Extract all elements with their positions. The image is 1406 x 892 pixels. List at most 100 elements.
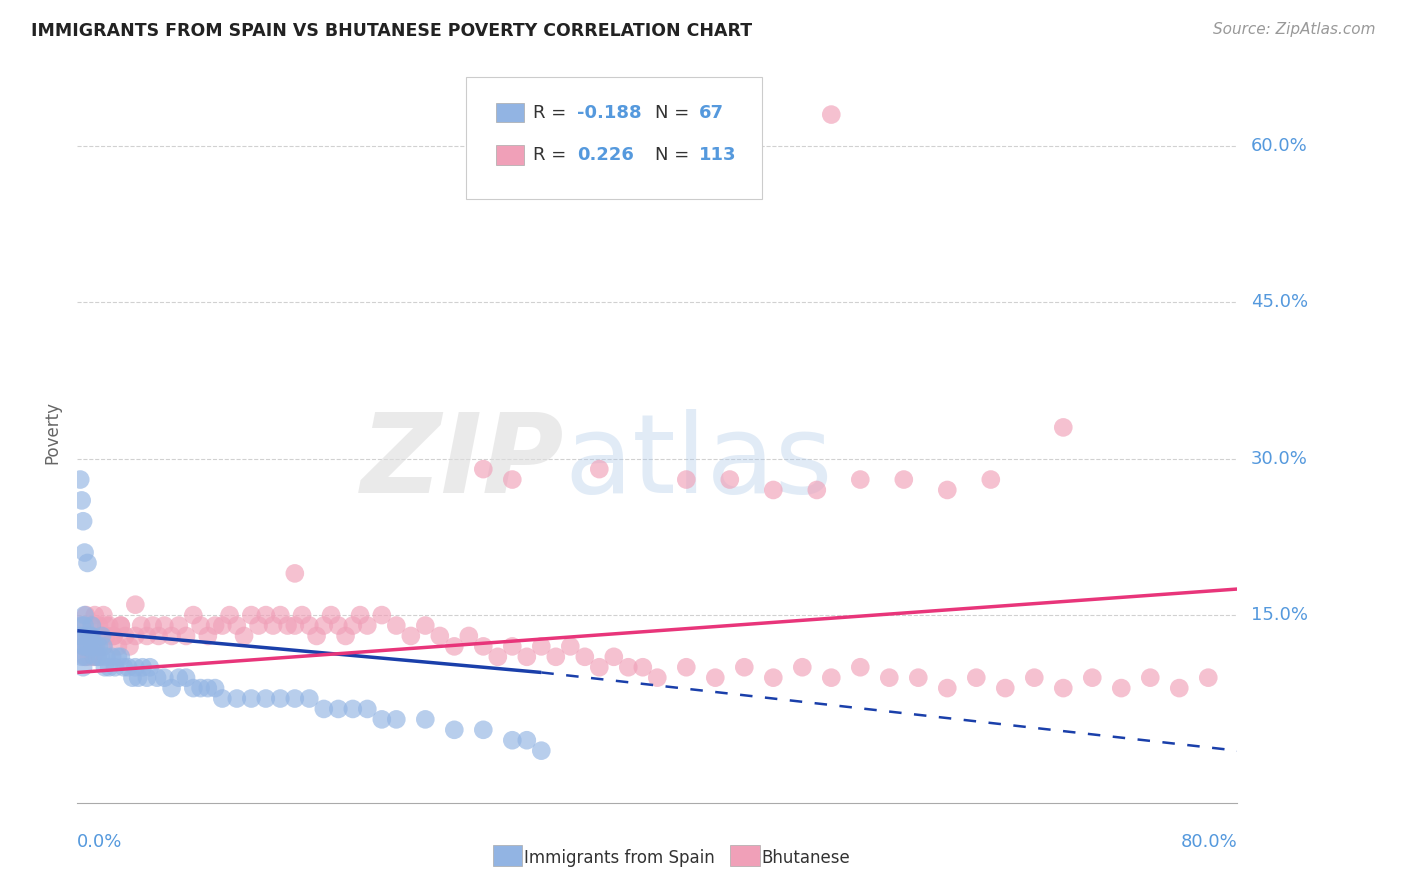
Text: N =: N = bbox=[655, 103, 695, 122]
Y-axis label: Poverty: Poverty bbox=[44, 401, 62, 464]
Point bbox=[328, 618, 350, 632]
Point bbox=[675, 473, 697, 487]
Point bbox=[110, 618, 132, 632]
Text: 0.0%: 0.0% bbox=[77, 833, 122, 851]
Text: IMMIGRANTS FROM SPAIN VS BHUTANESE POVERTY CORRELATION CHART: IMMIGRANTS FROM SPAIN VS BHUTANESE POVER… bbox=[31, 22, 752, 40]
Point bbox=[96, 649, 118, 664]
Point bbox=[73, 649, 96, 664]
Point bbox=[87, 640, 110, 654]
Point bbox=[73, 640, 96, 654]
Point bbox=[516, 733, 538, 747]
Point bbox=[167, 671, 190, 685]
Text: atlas: atlas bbox=[565, 409, 832, 516]
Point bbox=[312, 702, 335, 716]
Point bbox=[530, 744, 553, 758]
Point bbox=[849, 660, 872, 674]
Point bbox=[72, 514, 94, 528]
Point bbox=[86, 649, 108, 664]
Point bbox=[877, 671, 901, 685]
Point bbox=[197, 681, 219, 695]
Point bbox=[90, 629, 111, 643]
Point bbox=[1024, 671, 1046, 685]
Point bbox=[77, 629, 100, 643]
Text: Immigrants from Spain: Immigrants from Spain bbox=[524, 849, 714, 867]
Point bbox=[225, 691, 247, 706]
Point bbox=[136, 671, 159, 685]
Point bbox=[284, 691, 307, 706]
Point bbox=[127, 671, 149, 685]
Point bbox=[121, 671, 143, 685]
Point bbox=[501, 733, 523, 747]
Point bbox=[291, 608, 314, 623]
Point bbox=[254, 608, 277, 623]
Point bbox=[1052, 681, 1074, 695]
Point bbox=[70, 493, 93, 508]
Point bbox=[530, 640, 553, 654]
Point bbox=[82, 649, 104, 664]
Point bbox=[190, 681, 212, 695]
Point bbox=[70, 649, 93, 664]
Point bbox=[1081, 671, 1104, 685]
Point bbox=[472, 462, 495, 476]
Point bbox=[501, 473, 523, 487]
Point bbox=[486, 649, 509, 664]
Point bbox=[174, 671, 197, 685]
Point bbox=[90, 649, 111, 664]
Text: R =: R = bbox=[533, 103, 572, 122]
Point bbox=[124, 629, 146, 643]
Point bbox=[183, 681, 205, 695]
Text: 80.0%: 80.0% bbox=[1181, 833, 1237, 851]
Point bbox=[204, 618, 226, 632]
Point bbox=[335, 629, 357, 643]
Point bbox=[980, 473, 1002, 487]
Point bbox=[399, 629, 422, 643]
Point bbox=[70, 618, 93, 632]
Point bbox=[247, 618, 270, 632]
Text: 0.226: 0.226 bbox=[578, 146, 634, 164]
Point bbox=[211, 618, 233, 632]
Point bbox=[1168, 681, 1191, 695]
Point bbox=[73, 608, 96, 623]
Point bbox=[342, 702, 364, 716]
Point bbox=[72, 618, 94, 632]
Point bbox=[574, 649, 596, 664]
Point bbox=[76, 556, 98, 570]
Point bbox=[907, 671, 929, 685]
Text: 30.0%: 30.0% bbox=[1251, 450, 1308, 467]
FancyBboxPatch shape bbox=[496, 145, 523, 165]
Point bbox=[69, 473, 91, 487]
Point bbox=[75, 629, 97, 643]
Point bbox=[94, 660, 117, 674]
Point bbox=[75, 629, 97, 643]
Point bbox=[197, 629, 219, 643]
Point bbox=[269, 691, 291, 706]
Point bbox=[936, 483, 959, 497]
Point bbox=[588, 462, 610, 476]
Point bbox=[131, 660, 153, 674]
Point bbox=[254, 691, 277, 706]
Point bbox=[305, 629, 328, 643]
Point bbox=[76, 629, 98, 643]
Point bbox=[76, 640, 98, 654]
Point bbox=[80, 618, 103, 632]
Point bbox=[342, 618, 364, 632]
Point bbox=[73, 618, 96, 632]
Point bbox=[820, 671, 842, 685]
Point bbox=[153, 618, 176, 632]
Point bbox=[994, 681, 1017, 695]
Point bbox=[588, 660, 610, 674]
Point bbox=[806, 483, 828, 497]
Point bbox=[77, 640, 100, 654]
Point bbox=[298, 618, 321, 632]
Text: 113: 113 bbox=[699, 146, 737, 164]
Point bbox=[675, 170, 697, 185]
Point bbox=[385, 618, 408, 632]
Point bbox=[733, 660, 755, 674]
Text: Source: ZipAtlas.com: Source: ZipAtlas.com bbox=[1212, 22, 1375, 37]
Point bbox=[80, 640, 103, 654]
Point bbox=[148, 629, 170, 643]
Point bbox=[762, 671, 785, 685]
Point bbox=[98, 618, 121, 632]
Point bbox=[96, 629, 118, 643]
Text: 15.0%: 15.0% bbox=[1251, 606, 1308, 624]
